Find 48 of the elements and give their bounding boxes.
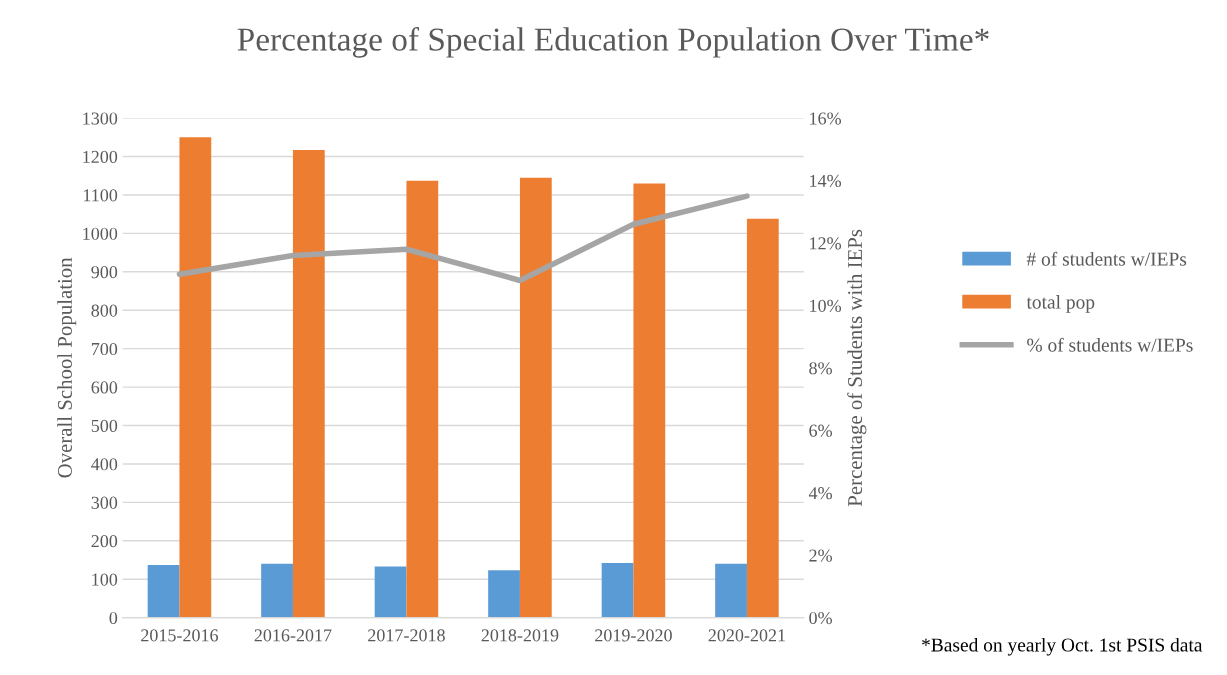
bar [261, 563, 293, 618]
bar [519, 177, 552, 618]
y-tick-label: 200 [91, 535, 118, 548]
legend-label: # of students w/IEPs [1026, 251, 1187, 266]
legend-label: % of students w/IEPs [1027, 337, 1193, 352]
y2-tick-label: 16% [810, 112, 842, 125]
legend-label: total pop [1026, 294, 1095, 313]
x-tick-label: 2016-2017 [254, 629, 332, 642]
bar [715, 563, 747, 618]
y2-tick-label: 4% [808, 487, 832, 500]
x-tick-label: 2020-2021 [708, 629, 785, 642]
bar [746, 218, 779, 618]
bar [633, 183, 666, 618]
y-tick-label: 900 [91, 266, 118, 279]
y-tick-label: 100 [92, 573, 118, 586]
bar [374, 566, 407, 618]
y-tick-label: 1300 [83, 112, 118, 125]
y2-tick-label: 2% [809, 549, 832, 562]
y2-axis-title: Percentage of Students with IEPs [847, 229, 867, 507]
y-tick-label: 400 [91, 458, 118, 471]
y-tick-label: 300 [91, 496, 118, 509]
y2-tick-label: 14% [810, 174, 842, 188]
y-tick-label: 800 [91, 304, 118, 317]
text: *Based on yearly Oct. 1st PSIS data [922, 637, 1203, 656]
bar [292, 150, 325, 618]
y2-tick-label: 8% [809, 362, 832, 375]
bar [488, 570, 520, 618]
y2-tick-label: 0% [809, 611, 832, 625]
bar [406, 180, 439, 618]
y-axis-title: Overall School Population [57, 257, 77, 478]
y-tick-label: 1200 [83, 150, 118, 163]
chart-title: Percentage of Special Education Population Over Time* [237, 27, 989, 58]
bar [147, 564, 180, 618]
y2-tick-label: 10% [810, 299, 842, 312]
x-tick-label: 2019-2020 [595, 629, 672, 642]
y-tick-label: 1000 [83, 227, 118, 240]
y2-tick-label: 12% [810, 237, 842, 250]
y-tick-label: 600 [91, 381, 118, 394]
y-tick-label: 500 [91, 419, 118, 432]
x-tick-label: 2018-2019 [481, 629, 559, 642]
y2-tick-label: 6% [809, 424, 832, 437]
x-tick-label: 2017-2018 [368, 629, 445, 642]
y-tick-label: 1100 [83, 189, 118, 202]
x-tick-label: 2015-2016 [141, 629, 219, 642]
y-tick-label: 700 [91, 342, 118, 356]
y-tick-label: 0 [109, 611, 118, 625]
bar [179, 137, 212, 618]
bar [601, 563, 634, 618]
